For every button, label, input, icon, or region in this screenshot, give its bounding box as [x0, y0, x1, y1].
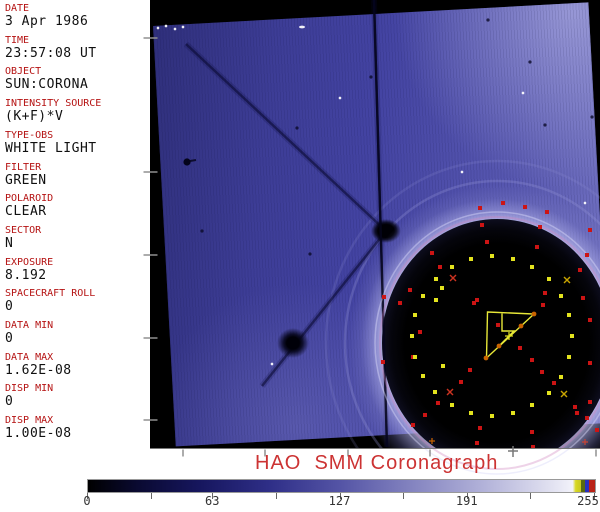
field-data-max: DATA MAX 1.62E-08 — [5, 352, 150, 378]
colorbar-tick — [339, 493, 341, 499]
colorbar-tick — [466, 493, 468, 499]
field-value: 3 Apr 1986 — [5, 14, 89, 29]
field-sector: SECTOR N — [5, 225, 150, 251]
field-label: FILTER — [5, 162, 42, 173]
colorbar-tick — [87, 493, 88, 499]
field-date: DATE 3 Apr 1986 — [5, 3, 150, 29]
field-disp-min: DISP MIN 0 — [5, 383, 150, 409]
colorbar-tick — [212, 493, 214, 499]
field-value: 1.00E-08 — [5, 426, 72, 441]
white-specks — [156, 24, 587, 366]
colorbar-label: 63 — [205, 494, 220, 508]
field-value: N — [5, 236, 14, 251]
field-value: 23:57:08 UT — [5, 46, 97, 61]
colorbar-label: 0 — [83, 494, 91, 508]
field-value: 8.192 — [5, 268, 47, 283]
dot-with-tail — [183, 158, 197, 166]
field-label: OBJECT — [5, 66, 42, 77]
field-time: TIME 23:57:08 UT — [5, 35, 150, 61]
field-value: 0 — [5, 331, 14, 346]
colorbar-tick — [403, 493, 405, 499]
field-disp-max: DISP MAX 1.00E-08 — [5, 415, 150, 441]
field-value: 1.62E-08 — [5, 363, 72, 378]
image-canvas — [150, 0, 600, 449]
field-value: SUN:CORONA — [5, 77, 89, 92]
field-value: (K+F)*V — [5, 109, 64, 124]
colorbar-tick — [150, 493, 152, 499]
colorbar-tick — [594, 493, 595, 499]
page-title: HAO SMM Coronagraph — [255, 452, 499, 474]
field-value: WHITE LIGHT — [5, 141, 97, 156]
field-value: 0 — [5, 394, 14, 409]
colorbar-label: 191 — [455, 494, 478, 508]
field-label: SECTOR — [5, 225, 42, 236]
defocus-spot — [277, 328, 309, 358]
field-label: DISP MAX — [5, 415, 54, 426]
metadata-panel: DATE 3 Apr 1986 TIME 23:57:08 UT OBJECT SUN… — [0, 0, 150, 449]
colorbar-tick — [275, 493, 277, 499]
colorbar-label: 255 — [577, 494, 599, 508]
field-exposure: EXPOSURE 8.192 — [5, 257, 150, 283]
field-spacecraft-roll: SPACECRAFT ROLL 0 — [5, 288, 150, 314]
field-value: 0 — [5, 299, 14, 314]
field-polaroid: POLAROID CLEAR — [5, 193, 150, 219]
field-intensity-source: INTENSITY SOURCE (K+F)*V — [5, 98, 150, 124]
field-label: SPACECRAFT ROLL — [5, 288, 96, 299]
field-label: POLAROID — [5, 193, 54, 204]
field-value: GREEN — [5, 173, 47, 188]
field-label: TYPE-OBS — [5, 130, 54, 141]
field-label: EXPOSURE — [5, 257, 54, 268]
field-filter: FILTER GREEN — [5, 162, 150, 188]
field-label: DISP MIN — [5, 383, 54, 394]
field-object: OBJECT SUN:CORONA — [5, 66, 150, 92]
field-value: CLEAR — [5, 204, 47, 219]
colorbar-label: 127 — [328, 494, 351, 508]
field-data-min: DATA MIN 0 — [5, 320, 150, 346]
colorbar-tick — [530, 493, 532, 499]
field-label: DATA MAX — [5, 352, 54, 363]
field-type-obs: TYPE-OBS WHITE LIGHT — [5, 130, 150, 156]
field-label: TIME — [5, 35, 30, 46]
field-label: INTENSITY SOURCE — [5, 98, 102, 109]
field-label: DATA MIN — [5, 320, 54, 331]
colorbar — [87, 479, 596, 493]
field-label: DATE — [5, 3, 30, 14]
dark-specks — [200, 18, 594, 256]
